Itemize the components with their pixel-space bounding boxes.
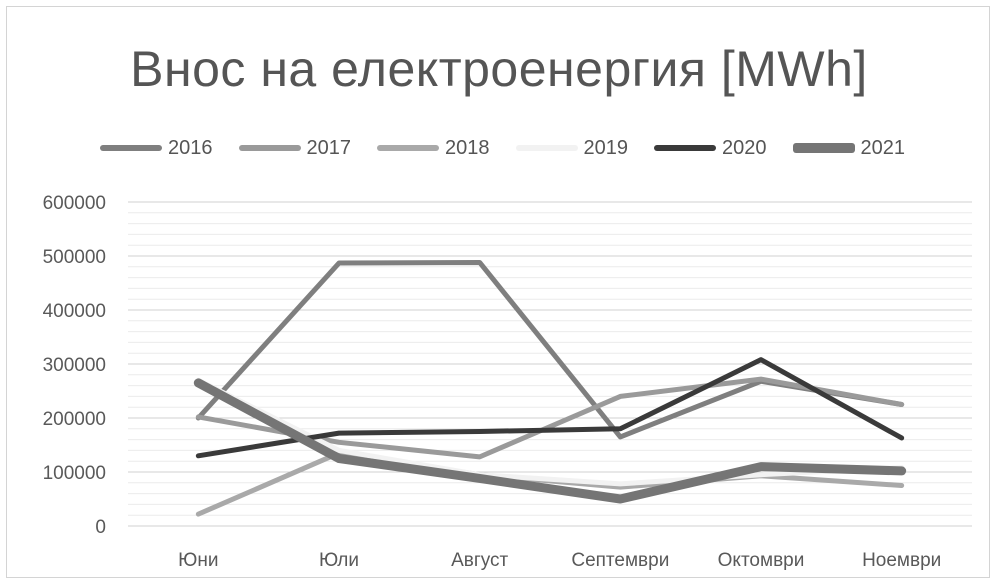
legend-label: 2017: [306, 136, 352, 159]
legend-label: 2016: [168, 136, 213, 159]
x-tick-label: Септември: [571, 550, 669, 571]
legend-item-2018: 2018: [377, 137, 490, 160]
chart-title: Внос на електроенергия [MWh]: [130, 41, 868, 97]
legend-item-2017: 2017: [238, 136, 352, 160]
legend-item-2020: 2020: [654, 137, 767, 160]
chart-legend: 2016 2017 2018 2019 2020 2021: [100, 133, 920, 163]
legend-swatch: [515, 145, 578, 151]
legend-label: 2021: [860, 136, 906, 159]
legend-item-2019: 2019: [515, 136, 629, 160]
y-tick-label: 200000: [43, 409, 106, 430]
legend-swatch: [238, 145, 301, 151]
series-line-2020: [195, 357, 905, 459]
legend-label: 2019: [583, 136, 629, 159]
x-tick-label: Октомври: [718, 550, 805, 571]
y-tick-label: 600000: [43, 193, 106, 214]
series-line-2018: [195, 450, 905, 517]
y-tick-label: 300000: [43, 355, 106, 376]
legend-label: 2018: [445, 136, 490, 159]
y-tick-label: 100000: [43, 463, 106, 484]
legend-label: 2020: [722, 136, 767, 159]
y-tick-label: 400000: [43, 301, 106, 322]
legend-item-2021: 2021: [792, 136, 906, 160]
x-tick-label: Юни: [178, 550, 218, 571]
legend-swatch: [377, 145, 439, 151]
legend-item-2016: 2016: [100, 137, 213, 160]
x-tick-label: Юли: [319, 550, 359, 571]
x-tick-label: Август: [451, 550, 508, 571]
series-line-2021: [193, 378, 907, 504]
legend-swatch: [792, 143, 855, 153]
y-tick-label: 0: [95, 517, 106, 538]
x-tick-label: Ноември: [862, 550, 941, 571]
legend-swatch: [654, 145, 716, 151]
legend-swatch: [100, 145, 162, 151]
y-tick-label: 500000: [43, 247, 106, 268]
